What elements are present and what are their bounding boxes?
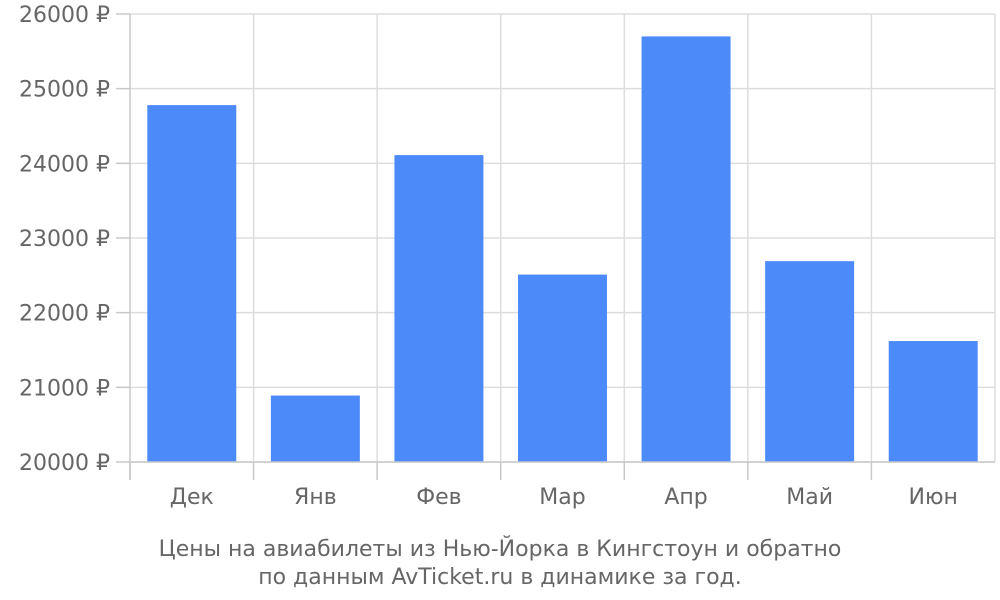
bar-2 bbox=[270, 395, 360, 462]
axes bbox=[116, 13, 995, 480]
y-tick-label: 26000 ₽ bbox=[19, 3, 110, 28]
bar-7 bbox=[888, 341, 978, 462]
chart-caption-line-2: по данным AvTicket.ru в динамике за год. bbox=[258, 565, 742, 590]
bar-6 bbox=[765, 261, 855, 462]
bar-5 bbox=[641, 36, 731, 463]
y-tick-label: 23000 ₽ bbox=[19, 227, 110, 252]
x-tick-label: Июн bbox=[909, 485, 958, 510]
x-tick-label: Янв bbox=[294, 485, 337, 510]
y-tick-label: 21000 ₽ bbox=[19, 376, 110, 401]
y-tick-label: 25000 ₽ bbox=[19, 78, 110, 103]
y-tick-label: 20000 ₽ bbox=[19, 451, 110, 476]
x-tick-label: Май bbox=[786, 485, 833, 510]
y-tick-label: 24000 ₽ bbox=[19, 152, 110, 177]
y-tick-labels: 20000 ₽ 21000 ₽ 22000 ₽ 23000 ₽ 24000 ₽ 25000… bbox=[19, 3, 110, 476]
x-tick-label: Апр bbox=[664, 485, 707, 510]
bars bbox=[147, 36, 978, 463]
grid bbox=[130, 13, 996, 463]
x-tick-label: Мар bbox=[539, 485, 585, 510]
x-tick-label: Фев bbox=[416, 485, 461, 510]
bar-1 bbox=[147, 105, 237, 463]
x-tick-label: Дек bbox=[170, 485, 214, 510]
bar-4 bbox=[518, 274, 607, 462]
y-tick-label: 22000 ₽ bbox=[19, 302, 110, 327]
x-tick-labels: Дек Янв Фев Мар Апр Май Июн bbox=[170, 485, 958, 510]
bar-3 bbox=[394, 155, 484, 462]
chart-caption-line-1: Цены на авиабилеты из Нью-Йорка в Кингст… bbox=[159, 536, 842, 562]
